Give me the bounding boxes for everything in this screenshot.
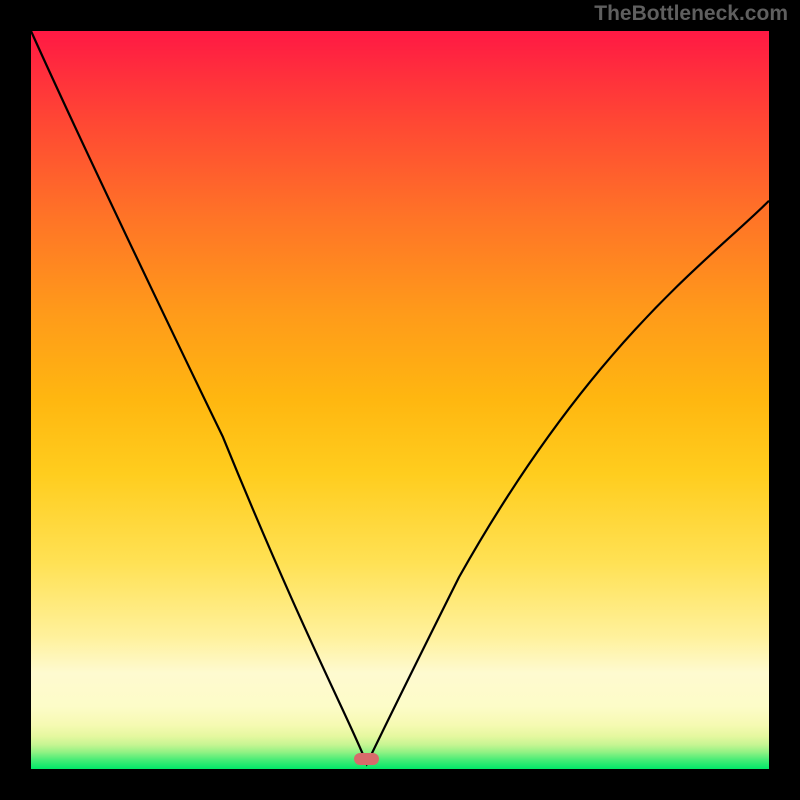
chart-container: TheBottleneck.com — [0, 0, 800, 800]
watermark-text: TheBottleneck.com — [594, 2, 788, 26]
plot-svg — [31, 31, 769, 769]
plot-area — [31, 31, 769, 769]
minimum-marker — [354, 753, 379, 765]
gradient-background — [31, 31, 769, 769]
